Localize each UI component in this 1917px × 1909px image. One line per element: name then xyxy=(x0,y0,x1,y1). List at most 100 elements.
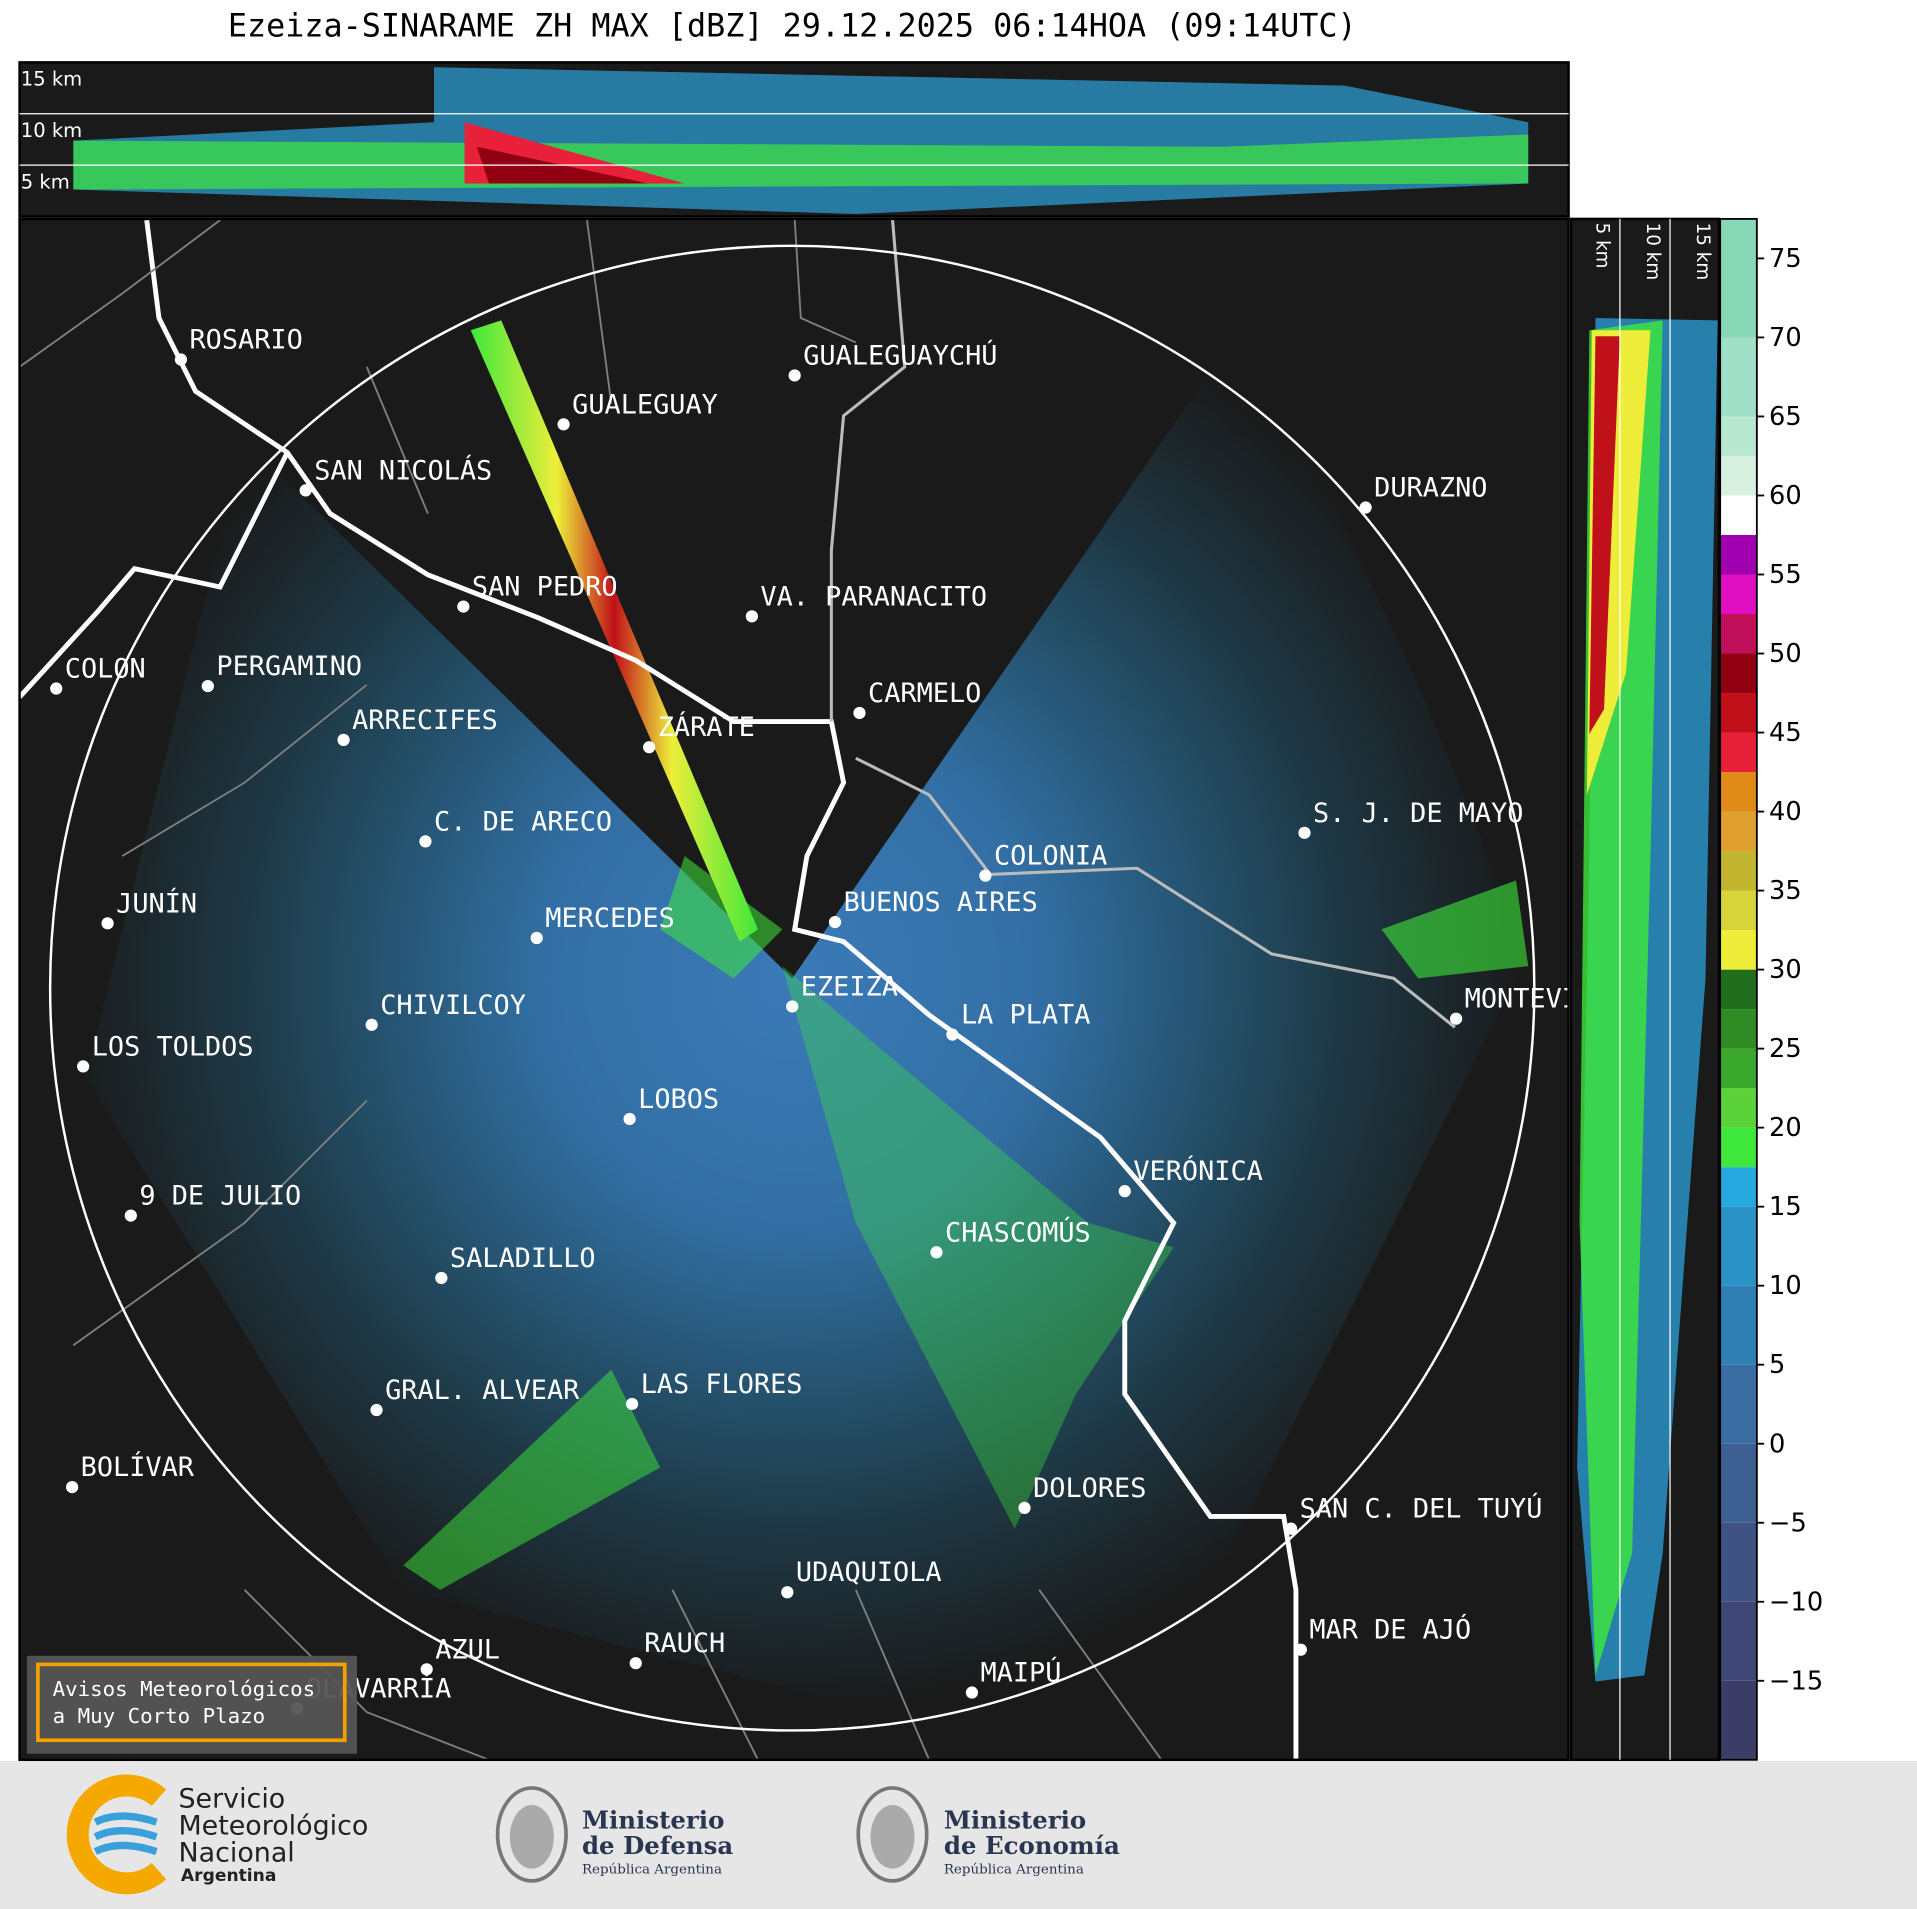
footer-text: Ministerio xyxy=(944,1805,1086,1834)
footer-text: Servicio xyxy=(178,1783,285,1814)
height-label: 15 km xyxy=(1692,223,1713,281)
city-dot xyxy=(337,733,350,746)
tick-label: 50 xyxy=(1769,639,1802,669)
tick-label: 15 xyxy=(1769,1192,1802,1222)
city-label: JUNÍN xyxy=(116,887,197,919)
city-label: S. J. DE MAYO xyxy=(1313,798,1523,829)
height-label: 5 km xyxy=(21,170,70,193)
footer-text: de Defensa xyxy=(582,1831,733,1860)
city-dot xyxy=(1298,826,1311,839)
city-layer: ROSARIO GUALEGUAYCHÚ GUALEGUAY SAN NICOLÁS D… xyxy=(50,325,1627,1715)
city-label: ARRECIFES xyxy=(352,705,498,736)
city-dot xyxy=(629,1657,642,1670)
colorbar-segment xyxy=(1720,653,1757,694)
city-label: GUALEGUAYCHÚ xyxy=(803,339,997,371)
tick-label: 45 xyxy=(1769,718,1802,748)
colorbar-segment xyxy=(1720,1364,1757,1444)
city-dot xyxy=(1449,1012,1463,1025)
city-label: C. DE ARECO xyxy=(434,806,612,837)
alert-text[interactable]: Avisos Meteorológicos xyxy=(53,1677,316,1701)
alert-button[interactable]: Avisos Meteorológicos a Muy Corto Plazo xyxy=(26,1655,357,1754)
colorbar-segment xyxy=(1720,1088,1757,1128)
city-dot xyxy=(101,917,114,930)
city-label: VA. PARANACITO xyxy=(760,581,987,612)
footer-text: de Economía xyxy=(944,1831,1120,1860)
city-label: LOS TOLDOS xyxy=(92,1031,254,1062)
footer-text: República Argentina xyxy=(582,1863,722,1878)
city-label: COLONIA xyxy=(994,841,1107,872)
city-dot xyxy=(781,1586,794,1599)
tick-label: −5 xyxy=(1769,1508,1807,1538)
city-label: LA PLATA xyxy=(961,1000,1091,1031)
city-dot xyxy=(370,1403,383,1417)
colorbar-segment xyxy=(1720,495,1757,535)
city-label: GRAL. ALVEAR xyxy=(385,1375,580,1406)
tick-label: 30 xyxy=(1769,955,1802,985)
colorbar-segment xyxy=(1720,1443,1757,1523)
city-dot xyxy=(623,1112,636,1126)
city-label: BOLÍVAR xyxy=(81,1451,195,1483)
tick-label: 20 xyxy=(1769,1113,1802,1143)
city-dot xyxy=(946,1028,959,1041)
city-dot xyxy=(174,353,188,366)
city-label: AZUL xyxy=(435,1634,500,1665)
city-dot xyxy=(457,600,470,613)
city-label: CHASCOMÚS xyxy=(945,1216,1091,1248)
city-dot xyxy=(435,1271,448,1285)
city-dot xyxy=(979,869,992,882)
alert-text[interactable]: a Muy Corto Plazo xyxy=(53,1704,266,1728)
colorbar-segment xyxy=(1720,1680,1757,1760)
colorbar-segment xyxy=(1720,1601,1757,1681)
city-label: ZÁRATE xyxy=(658,711,755,743)
city-label: RAUCH xyxy=(644,1628,725,1659)
footer-band xyxy=(0,1761,1917,1909)
colorbar-segment xyxy=(1720,534,1757,575)
city-dot xyxy=(557,418,570,431)
city-dot xyxy=(788,369,801,382)
city-dot xyxy=(853,706,866,720)
colorbar-segment xyxy=(1720,772,1757,812)
height-label: 5 km xyxy=(1592,223,1613,269)
tick-label: 5 xyxy=(1769,1350,1785,1380)
colorbar-segment xyxy=(1720,1167,1757,1207)
tick-label: 75 xyxy=(1769,244,1802,274)
side-panel xyxy=(1569,217,1721,1762)
colorbar-segment xyxy=(1720,811,1757,852)
tick-label: 60 xyxy=(1769,481,1802,511)
colorbar-segment xyxy=(1720,1009,1757,1049)
city-label: CHIVILCOY xyxy=(380,990,526,1021)
footer-text: Argentina xyxy=(181,1866,276,1886)
colorbar-segment xyxy=(1720,930,1757,970)
city-label: LAS FLORES xyxy=(641,1369,803,1400)
colorbar-segment xyxy=(1720,732,1757,773)
city-dot xyxy=(365,1018,378,1031)
colorbar-segment xyxy=(1720,693,1757,733)
city-label: 9 DE JULIO xyxy=(139,1181,301,1212)
colorbar-segment xyxy=(1720,1127,1757,1168)
title: Ezeiza-SINARAME ZH MAX [dBZ] 29.12.2025 … xyxy=(228,8,1357,45)
city-label: EZEIZA xyxy=(801,971,898,1002)
colorbar-segment xyxy=(1720,890,1757,931)
city-label: UDAQUIOLA xyxy=(796,1557,942,1588)
city-label: SAN PEDRO xyxy=(472,572,618,603)
city-label: SAN C. DEL TUYÚ xyxy=(1300,1493,1543,1525)
city-dot xyxy=(299,484,312,497)
city-dot xyxy=(625,1397,639,1411)
tick-label: 35 xyxy=(1769,876,1802,906)
city-label: DURAZNO xyxy=(1374,473,1487,504)
city-label: MONTEVIDEO xyxy=(1465,984,1627,1015)
city-label: SAN NICOLÁS xyxy=(314,454,492,486)
city-dot xyxy=(745,610,758,623)
footer-text: República Argentina xyxy=(944,1863,1084,1878)
tick-label: 70 xyxy=(1769,323,1802,353)
city-label: MAIPÚ xyxy=(981,1657,1062,1689)
colorbar-segment xyxy=(1720,1206,1757,1286)
map-frame xyxy=(18,217,1570,1762)
city-label: LOBOS xyxy=(638,1084,719,1115)
city-label: BUENOS AIRES xyxy=(844,887,1038,918)
city-dot xyxy=(66,1480,79,1494)
colorbar-segment xyxy=(1720,1048,1757,1089)
city-dot xyxy=(77,1060,90,1073)
